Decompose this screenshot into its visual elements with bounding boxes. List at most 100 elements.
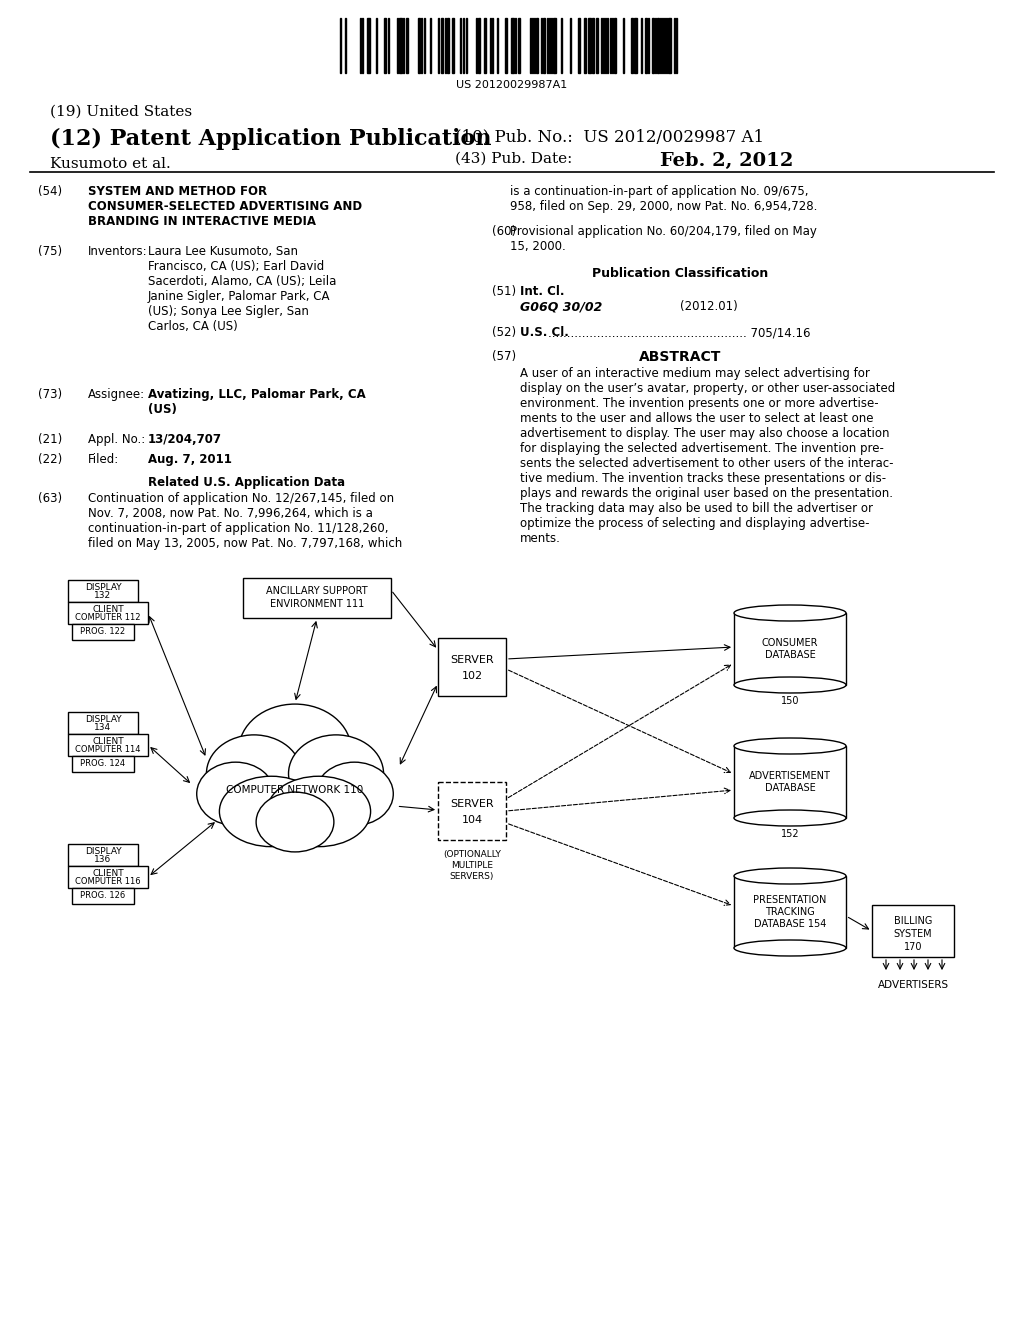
Text: ENVIRONMENT 111: ENVIRONMENT 111 [270,599,365,609]
Ellipse shape [734,940,846,956]
Text: DISPLAY: DISPLAY [85,847,121,857]
Bar [668,18,671,73]
Text: Feb. 2, 2012: Feb. 2, 2012 [660,152,794,170]
Bar [634,18,637,73]
Bar [72,888,134,904]
Text: Provisional application No. 60/204,179, filed on May
15, 2000.: Provisional application No. 60/204,179, … [510,224,817,253]
Text: SYSTEM: SYSTEM [894,929,932,939]
Text: CONSUMER: CONSUMER [762,638,818,648]
Bar [367,18,370,73]
Text: COMPUTER 116: COMPUTER 116 [75,878,141,887]
Text: (22): (22) [38,453,62,466]
Bar [596,18,598,73]
Text: (73): (73) [38,388,62,401]
Ellipse shape [734,677,846,693]
Text: ABSTRACT: ABSTRACT [639,350,721,364]
Text: (57): (57) [492,350,516,363]
Ellipse shape [267,776,371,846]
Bar [438,638,506,696]
Bar [68,734,148,756]
Text: (10) Pub. No.:  US 2012/0029987 A1: (10) Pub. No.: US 2012/0029987 A1 [455,128,764,145]
Bar [399,18,402,73]
Text: 13/204,707: 13/204,707 [148,433,222,446]
Ellipse shape [207,735,301,812]
Text: 102: 102 [462,671,482,681]
Ellipse shape [256,792,334,851]
Text: DISPLAY: DISPLAY [85,583,121,593]
Bar [406,18,408,73]
Text: TRACKING: TRACKING [765,907,815,917]
Text: Filed:: Filed: [88,453,119,466]
Text: COMPUTER NETWORK 110: COMPUTER NETWORK 110 [226,785,364,795]
Ellipse shape [197,762,274,825]
Text: Assignee:: Assignee: [88,388,145,401]
Ellipse shape [315,762,393,825]
Text: (OPTIONALLY: (OPTIONALLY [443,850,501,858]
Bar [584,18,586,73]
Text: PROG. 126: PROG. 126 [80,891,126,900]
Bar [536,18,538,73]
Ellipse shape [734,738,846,754]
Text: Kusumoto et al.: Kusumoto et al. [50,157,171,172]
Text: (43) Pub. Date:: (43) Pub. Date: [455,152,572,166]
Bar [553,18,556,73]
Text: ADVERTISEMENT: ADVERTISEMENT [750,771,830,781]
Bar [543,18,545,73]
Bar [243,578,391,618]
Text: Inventors:: Inventors: [88,246,147,257]
Text: (54): (54) [38,185,62,198]
Ellipse shape [239,704,351,796]
Text: PROG. 122: PROG. 122 [81,627,126,636]
Text: Publication Classification: Publication Classification [592,267,768,280]
Text: COMPUTER 114: COMPUTER 114 [75,746,140,755]
Bar [734,746,846,818]
Text: US 20120029987A1: US 20120029987A1 [457,81,567,90]
Text: (63): (63) [38,492,62,506]
Bar [418,18,420,73]
Bar [518,18,520,73]
Text: SERVERS): SERVERS) [450,871,495,880]
Text: DATABASE: DATABASE [765,783,815,793]
Text: (60): (60) [492,224,516,238]
Text: (19) United States: (19) United States [50,106,193,119]
Bar [452,18,454,73]
Ellipse shape [734,605,846,620]
Text: 134: 134 [94,723,112,733]
Bar [441,18,443,73]
Bar [72,756,134,772]
Text: PROG. 124: PROG. 124 [81,759,126,768]
Text: 132: 132 [94,591,112,601]
Text: DATABASE: DATABASE [765,649,815,660]
Bar [68,711,138,734]
Text: Appl. No.:: Appl. No.: [88,433,145,446]
Text: CLIENT: CLIENT [92,870,124,879]
Bar [652,18,654,73]
Ellipse shape [734,810,846,826]
Text: BILLING: BILLING [894,916,932,927]
Bar [734,876,846,948]
Text: (2012.01): (2012.01) [680,300,737,313]
Bar [872,906,954,957]
Text: CLIENT: CLIENT [92,738,124,747]
Bar [447,18,449,73]
Text: (12) Patent Application Publication: (12) Patent Application Publication [50,128,492,150]
Bar [614,18,616,73]
Bar [645,18,647,73]
Text: (75): (75) [38,246,62,257]
Text: ..................................................... 705/14.16: ........................................… [548,326,811,339]
Bar [734,612,846,685]
Text: SERVER: SERVER [451,655,494,665]
Text: MULTIPLE: MULTIPLE [451,861,493,870]
Bar [588,18,591,73]
Bar [484,18,486,73]
Text: 170: 170 [904,942,923,952]
Text: DISPLAY: DISPLAY [85,715,121,725]
Text: 150: 150 [780,696,800,706]
Text: G06Q 30/02: G06Q 30/02 [520,300,602,313]
Text: Int. Cl.: Int. Cl. [520,285,564,298]
Text: ANCILLARY SUPPORT: ANCILLARY SUPPORT [266,586,368,597]
Text: Related U.S. Application Data: Related U.S. Application Data [148,477,345,488]
Text: SERVER: SERVER [451,799,494,809]
Text: Laura Lee Kusumoto, San
Francisco, CA (US); Earl David
Sacerdoti, Alamo, CA (US): Laura Lee Kusumoto, San Francisco, CA (U… [148,246,336,333]
Text: Aug. 7, 2011: Aug. 7, 2011 [148,453,231,466]
